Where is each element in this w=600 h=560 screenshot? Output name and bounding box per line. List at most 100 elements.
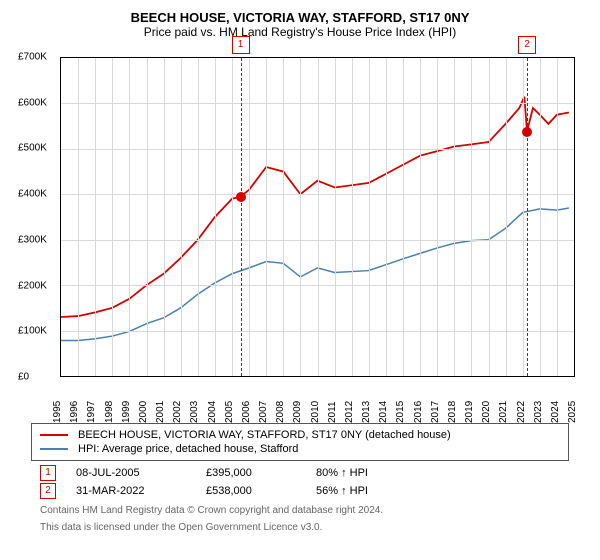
gridline-v	[557, 58, 558, 376]
annotation-price: £395,000	[206, 467, 296, 479]
legend-label: HPI: Average price, detached house, Staf…	[78, 443, 298, 455]
marker-line-1	[241, 58, 242, 376]
x-tick-label: 2020	[481, 401, 492, 423]
legend-swatch	[40, 448, 68, 450]
x-tick-label: 1999	[121, 401, 132, 423]
gridline-v	[506, 58, 507, 376]
x-tick-label: 2017	[430, 401, 441, 423]
x-tick-label: 2002	[172, 401, 183, 423]
gridline-v	[283, 58, 284, 376]
gridline-v	[523, 58, 524, 376]
gridline-v	[147, 58, 148, 376]
gridline-v	[369, 58, 370, 376]
marker-box-2: 2	[518, 36, 536, 54]
y-tick-label: £400K	[18, 189, 47, 200]
gridline-v	[181, 58, 182, 376]
x-tick-label: 2015	[395, 401, 406, 423]
annotation-date: 08-JUL-2005	[76, 467, 186, 479]
gridline-v	[489, 58, 490, 376]
x-tick-label: 2021	[498, 401, 509, 423]
x-tick-label: 2011	[327, 401, 338, 423]
y-tick-label: £100K	[18, 326, 47, 337]
annotation-price: £538,000	[206, 485, 296, 497]
x-tick-label: 2024	[550, 401, 561, 423]
x-tick-label: 2014	[378, 401, 389, 423]
x-tick-label: 2001	[155, 401, 166, 423]
x-tick-label: 2013	[361, 401, 372, 423]
annotation-marker: 2	[40, 483, 56, 499]
x-tick-label: 2006	[241, 401, 252, 423]
legend-row: BEECH HOUSE, VICTORIA WAY, STAFFORD, ST1…	[40, 428, 560, 442]
gridline-v	[471, 58, 472, 376]
chart: 12 £0 £100K £200K £300K £400K £500K £600K £700K…	[20, 47, 580, 417]
annotations: 1 08-JUL-2005 £395,000 80% ↑ HPI 2 31-MAR-202…	[10, 465, 590, 499]
gridline-v	[403, 58, 404, 376]
gridline-v	[540, 58, 541, 376]
y-tick-label: £500K	[18, 143, 47, 154]
marker-line-2	[527, 58, 528, 376]
annotation-row: 2 31-MAR-2022 £538,000 56% ↑ HPI	[40, 483, 560, 499]
gridline-v	[129, 58, 130, 376]
annotation-delta: 56% ↑ HPI	[316, 485, 368, 497]
legend: BEECH HOUSE, VICTORIA WAY, STAFFORD, ST1…	[31, 423, 569, 461]
x-tick-label: 2025	[567, 401, 578, 423]
x-tick-label: 2012	[344, 401, 355, 423]
gridline-v	[249, 58, 250, 376]
chart-title: BEECH HOUSE, VICTORIA WAY, STAFFORD, ST1…	[10, 10, 590, 25]
gridline-v	[164, 58, 165, 376]
x-tick-label: 1996	[69, 401, 80, 423]
annotation-marker: 1	[40, 465, 56, 481]
x-tick-label: 2003	[189, 401, 200, 423]
annotation-row: 1 08-JUL-2005 £395,000 80% ↑ HPI	[40, 465, 560, 481]
gridline-v	[420, 58, 421, 376]
gridline-v	[198, 58, 199, 376]
x-tick-label: 2009	[292, 401, 303, 423]
x-tick-label: 2018	[447, 401, 458, 423]
gridline-v	[232, 58, 233, 376]
x-tick-label: 2008	[275, 401, 286, 423]
gridline-v	[95, 58, 96, 376]
annotation-date: 31-MAR-2022	[76, 485, 186, 497]
footnote-1: Contains HM Land Registry data © Crown c…	[40, 505, 560, 516]
legend-swatch	[40, 434, 68, 436]
gridline-v	[335, 58, 336, 376]
gridline-v	[78, 58, 79, 376]
y-tick-label: £300K	[18, 234, 47, 245]
plot-area: 12	[60, 57, 575, 377]
gridline-v	[266, 58, 267, 376]
x-tick-label: 2016	[413, 401, 424, 423]
gridline-v	[437, 58, 438, 376]
gridline-v	[215, 58, 216, 376]
y-tick-label: £600K	[18, 97, 47, 108]
x-tick-label: 2004	[207, 401, 218, 423]
footnote-2: This data is licensed under the Open Gov…	[40, 522, 560, 533]
gridline-v	[318, 58, 319, 376]
series-price_paid	[61, 97, 569, 317]
y-tick-label: £0	[18, 372, 29, 383]
x-tick-label: 1997	[86, 401, 97, 423]
gridline-v	[112, 58, 113, 376]
x-tick-label: 2000	[138, 401, 149, 423]
x-tick-label: 2022	[516, 401, 527, 423]
gridline-v	[454, 58, 455, 376]
gridline-v	[352, 58, 353, 376]
x-tick-label: 2005	[224, 401, 235, 423]
marker-box-1: 1	[232, 36, 250, 54]
x-tick-label: 2019	[464, 401, 475, 423]
x-tick-label: 2023	[533, 401, 544, 423]
annotation-delta: 80% ↑ HPI	[316, 467, 368, 479]
x-tick-label: 2007	[258, 401, 269, 423]
y-tick-label: £200K	[18, 280, 47, 291]
marker-dot-1	[236, 192, 246, 202]
x-tick-label: 1995	[52, 401, 63, 423]
legend-row: HPI: Average price, detached house, Staf…	[40, 442, 560, 456]
legend-label: BEECH HOUSE, VICTORIA WAY, STAFFORD, ST1…	[78, 429, 451, 441]
chart-subtitle: Price paid vs. HM Land Registry's House …	[10, 25, 590, 39]
x-tick-label: 2010	[310, 401, 321, 423]
x-tick-label: 1998	[104, 401, 115, 423]
marker-dot-2	[522, 127, 532, 137]
y-tick-label: £700K	[18, 52, 47, 63]
series-hpi	[61, 208, 569, 341]
gridline-v	[300, 58, 301, 376]
gridline-v	[386, 58, 387, 376]
